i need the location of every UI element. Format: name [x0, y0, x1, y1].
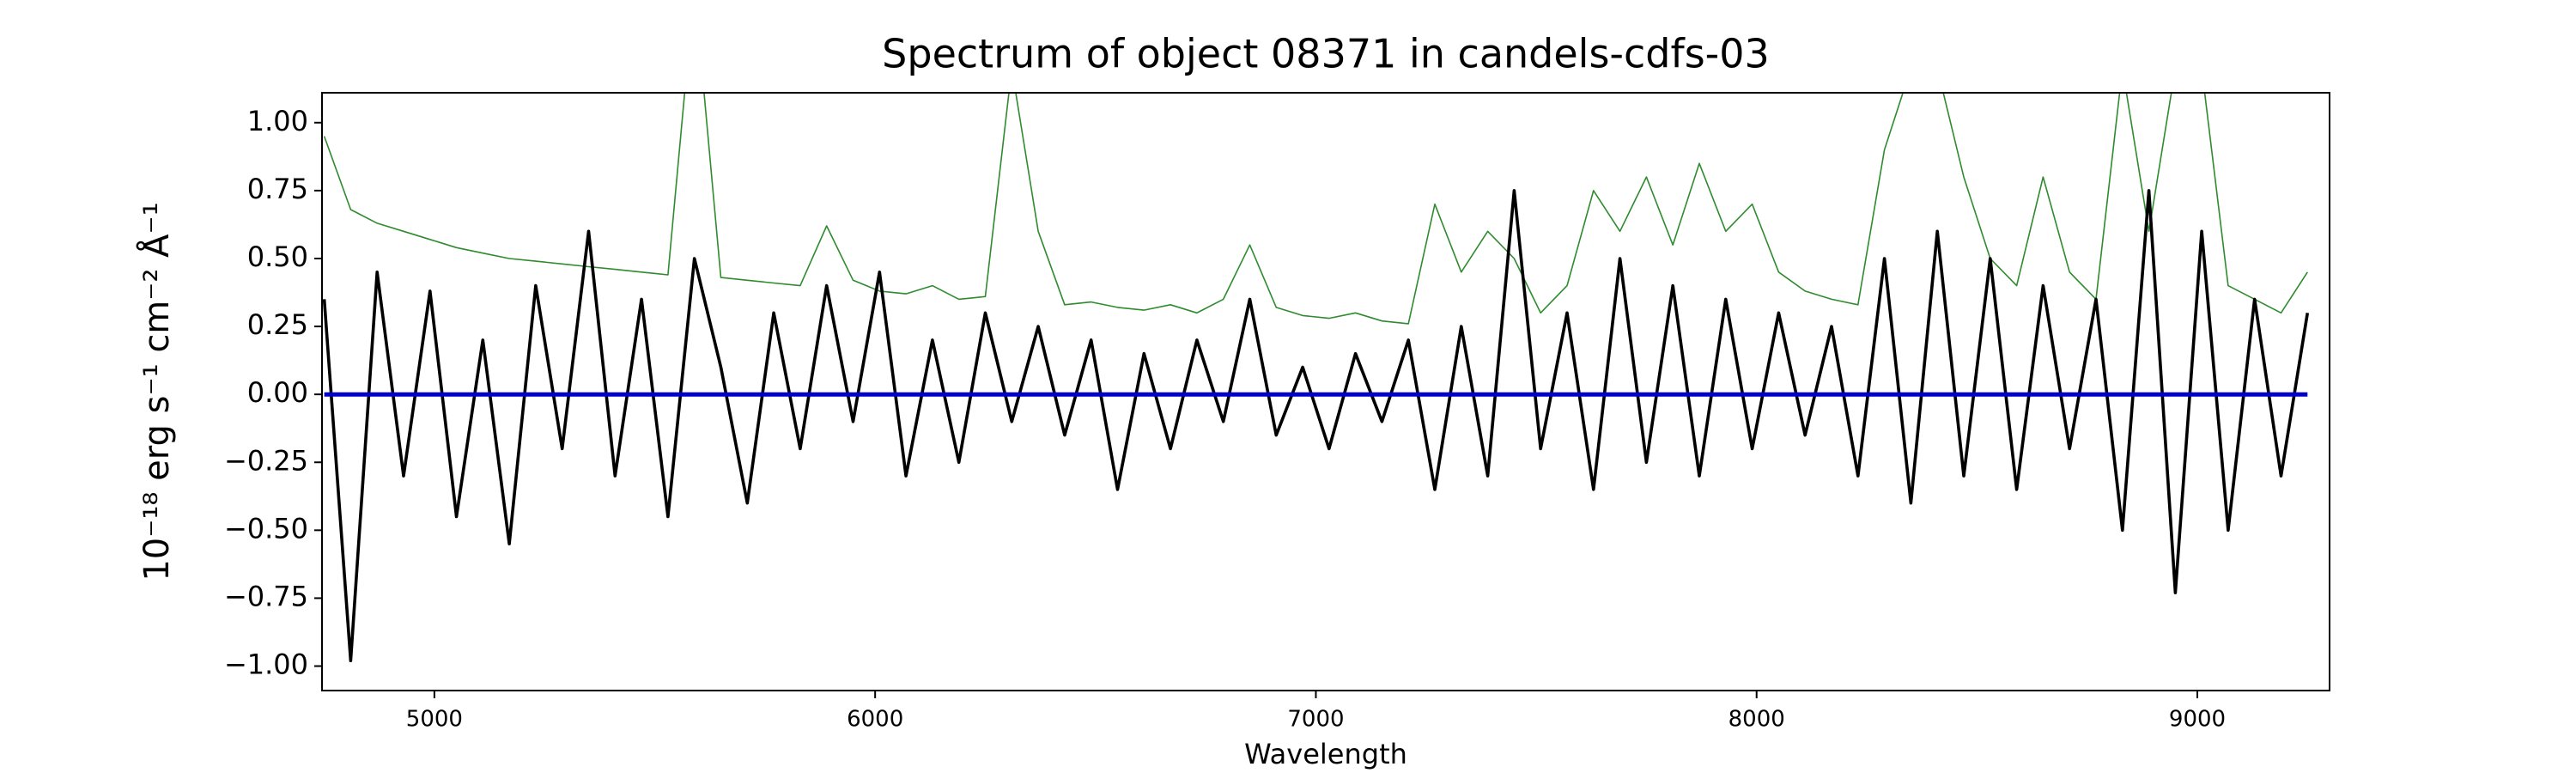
x-tick-label: 5000: [406, 707, 463, 733]
y-axis-label: 10⁻¹⁸ erg s⁻¹ cm⁻² Å⁻¹: [136, 202, 177, 581]
y-tick-label: 0.00: [247, 376, 308, 409]
y-tick-label: −1.00: [224, 648, 308, 681]
y-tick-label: 1.00: [247, 105, 308, 137]
x-tick-label: 8000: [1728, 707, 1785, 733]
series-line: [323, 93, 2308, 325]
y-tick-label: 0.50: [247, 240, 308, 273]
y-tick-label: −0.25: [224, 444, 308, 477]
plot-area: [322, 93, 2310, 662]
y-tick-label: 0.25: [247, 308, 308, 341]
x-tick-label: 7000: [1287, 707, 1344, 733]
plot-frame: [321, 92, 2330, 691]
y-tick-label: −0.75: [224, 580, 308, 612]
y-tick-label: 0.75: [247, 173, 308, 205]
chart-title: Spectrum of object 08371 in candels-cdfs…: [882, 31, 1770, 77]
x-tick-label: 6000: [847, 707, 903, 733]
y-tick-label: −0.50: [224, 512, 308, 545]
x-tick-label: 9000: [2169, 707, 2226, 733]
x-axis-label: Wavelength: [1244, 738, 1407, 770]
series-line: [322, 189, 2310, 662]
